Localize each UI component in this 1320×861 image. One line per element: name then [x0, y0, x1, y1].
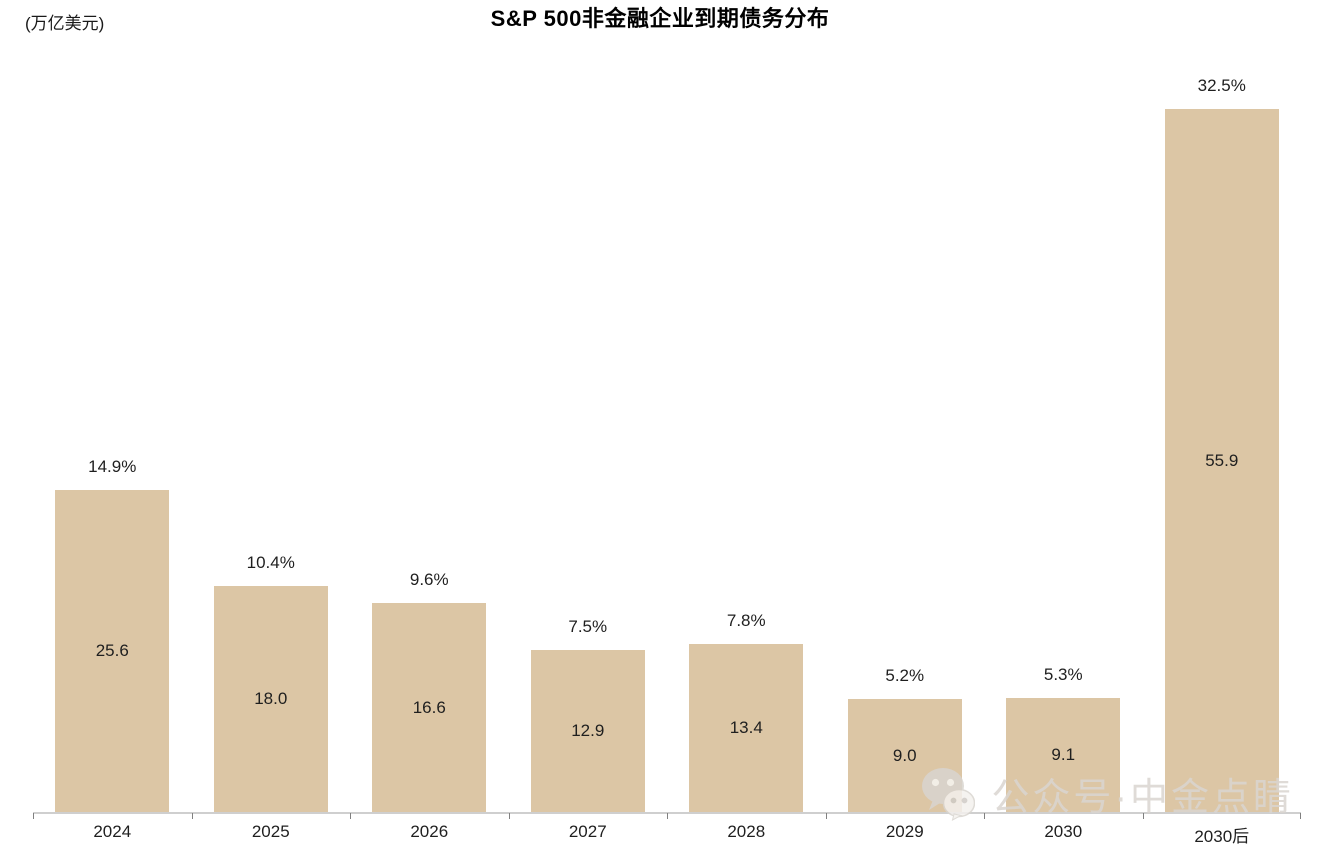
- x-axis-tick: [825, 813, 827, 819]
- y-axis-unit-label: (万亿美元): [25, 14, 105, 33]
- value-label: 13.4: [729, 718, 763, 737]
- bar-slot: 7.5% 12.9: [509, 42, 668, 812]
- x-axis-tick: [508, 813, 510, 819]
- x-axis-label: 2030后: [1194, 827, 1250, 846]
- bars-container: 14.9% 25.6 10.4% 18.0 9.6% 16.6 7.5% 12.…: [33, 42, 1301, 812]
- percent-label: 5.2%: [885, 666, 925, 685]
- x-axis-labels: 2024 2025 2026 2027 2028 2029 2030 2030后: [33, 822, 1301, 847]
- percent-label: 7.8%: [726, 611, 766, 630]
- value-label: 12.9: [571, 721, 605, 740]
- percent-label: 7.5%: [568, 617, 608, 636]
- value-label: 18.0: [254, 689, 288, 708]
- x-axis-label: 2026: [410, 822, 449, 841]
- bar: 9.0: [847, 699, 962, 812]
- bar-slot: 5.3% 9.1: [984, 42, 1143, 812]
- bar-slot: 9.6% 16.6: [350, 42, 509, 812]
- bar: 13.4: [689, 644, 804, 812]
- value-label: 16.6: [412, 697, 446, 717]
- percent-label: 5.3%: [1043, 665, 1083, 684]
- bar: 12.9: [530, 650, 645, 812]
- x-axis-label: 2024: [93, 822, 132, 841]
- chart-title: S&P 500非金融企业到期债务分布: [490, 6, 830, 31]
- x-axis-tick: [667, 813, 668, 819]
- bar-slot: 7.8% 13.4: [667, 42, 826, 812]
- bar-slot: 14.9% 25.6: [33, 42, 192, 812]
- bar: 18.0: [213, 586, 328, 812]
- x-axis-tick: [191, 813, 193, 819]
- value-label: 55.9: [1205, 450, 1239, 470]
- value-label: 9.1: [1051, 745, 1076, 764]
- x-axis-label: 2025: [251, 822, 290, 841]
- x-axis-tick: [1142, 813, 1144, 819]
- x-axis-tick: [350, 813, 351, 819]
- bar-slot: 5.2% 9.0: [826, 42, 985, 812]
- x-axis-tick: [33, 813, 34, 819]
- x-axis-label: 2029: [885, 822, 924, 841]
- x-axis-tick: [984, 813, 985, 819]
- bar: 55.9: [1164, 109, 1279, 812]
- percent-label: 10.4%: [246, 553, 295, 572]
- value-label: 9.0: [892, 745, 917, 765]
- bar-slot: 32.5% 55.9: [1143, 42, 1302, 812]
- percent-label: 9.6%: [409, 570, 449, 589]
- bar: 16.6: [372, 603, 487, 812]
- bar-slot: 10.4% 18.0: [192, 42, 351, 812]
- bar: 9.1: [1006, 698, 1121, 812]
- value-label: 25.6: [95, 641, 129, 660]
- x-axis-tick: [1300, 813, 1301, 819]
- x-axis-label: 2027: [568, 822, 607, 841]
- x-axis-label: 2028: [727, 822, 766, 841]
- plot-area: 14.9% 25.6 10.4% 18.0 9.6% 16.6 7.5% 12.…: [33, 42, 1301, 846]
- percent-label: 14.9%: [88, 457, 137, 476]
- x-axis-ticks: [33, 812, 1301, 819]
- bar: 25.6: [55, 490, 170, 812]
- x-axis-label: 2030: [1044, 822, 1083, 841]
- percent-label: 32.5%: [1197, 76, 1246, 95]
